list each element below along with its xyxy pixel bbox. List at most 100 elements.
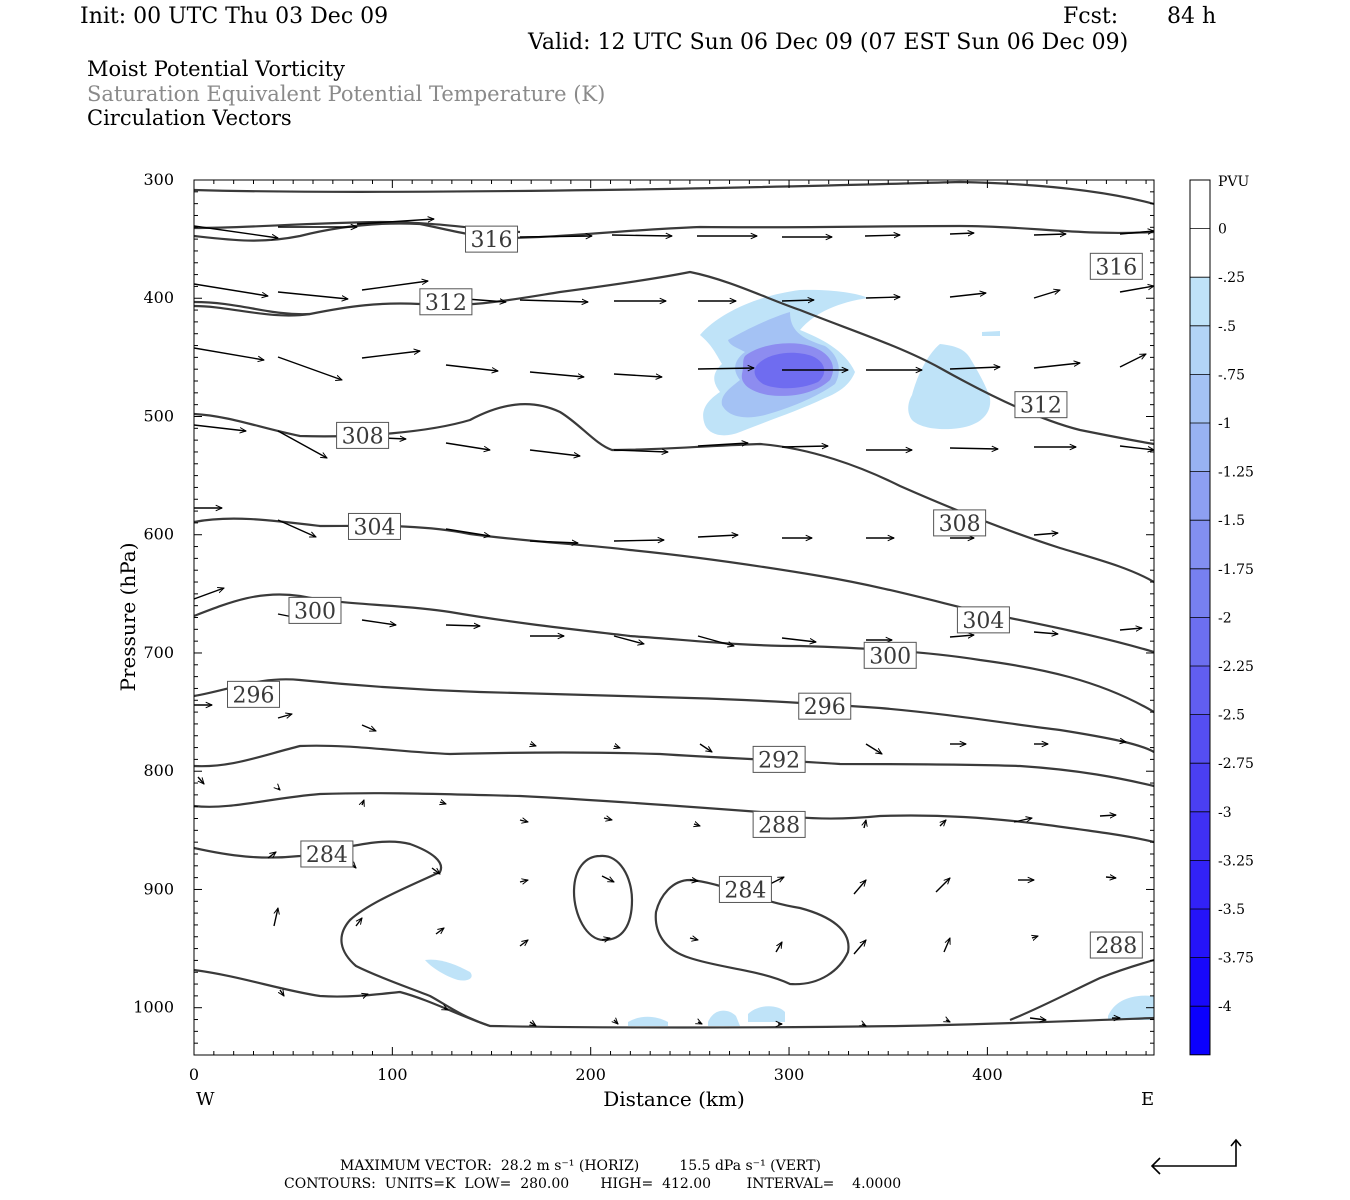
y-tick-label: 500	[143, 406, 174, 425]
colorbar-bin	[1190, 277, 1210, 326]
contour-line-bottom	[194, 968, 1154, 1029]
vector-arrow	[1033, 234, 1066, 235]
vector-arrow	[862, 1024, 866, 1027]
vector-arrow	[769, 876, 784, 885]
colorbar-tick-label: -.5	[1218, 319, 1236, 335]
vector-arrow	[865, 297, 900, 298]
colorbar-tick-label: -4	[1218, 999, 1232, 1015]
contour-label: 304	[353, 515, 395, 540]
vector-arrow	[940, 820, 946, 826]
vector-arrow	[435, 928, 444, 935]
vector-arrow	[362, 800, 364, 805]
vector-arrow	[697, 535, 738, 537]
vector-arrow	[864, 235, 900, 236]
contour-line-292	[194, 744, 1154, 788]
contour-label: 312	[1020, 394, 1062, 419]
vector-arrow	[1119, 628, 1142, 630]
colorbar-bin	[1190, 1006, 1210, 1055]
colorbar-bin	[1190, 763, 1210, 812]
contour-label: 312	[425, 291, 467, 316]
vector-arrow	[1032, 936, 1038, 938]
colorbar-bin	[1190, 325, 1210, 375]
y-axis-title: Pressure (hPa)	[116, 543, 140, 692]
y-tick-label: 700	[143, 643, 174, 662]
colorbar-bin	[1190, 617, 1210, 666]
colorbar-tick-label: 0	[1218, 222, 1227, 238]
axis-tick-labels: 0 100 200 300 400 300 400 500 600 700 800 900 1000	[133, 170, 1002, 1084]
vector-arrow	[949, 233, 974, 234]
init-time: Init: 00 UTC Thu 03 Dec 09	[80, 4, 389, 29]
contour-line-288	[194, 792, 1154, 844]
contour-line-288-east	[1009, 958, 1154, 1022]
contour-label-box	[1089, 931, 1143, 959]
contour-label: 300	[294, 599, 336, 624]
vector-arrow	[775, 942, 782, 953]
vector-arrow	[694, 824, 700, 826]
legend-line-theta-es: Saturation Equivalent Potential Temperat…	[87, 82, 606, 106]
contour-label-box	[347, 512, 401, 540]
colorbar-bin	[1190, 568, 1210, 618]
contour-label: 296	[233, 683, 275, 708]
vector-arrow	[865, 743, 882, 754]
vector-arrow	[689, 938, 698, 940]
pv-shading	[425, 289, 1154, 1026]
colorbar-tick-label: -1.75	[1218, 562, 1254, 578]
legend-line-mpv: Moist Potential Vorticity	[87, 57, 345, 81]
contour-label: 292	[758, 748, 800, 773]
contour-label-box	[863, 641, 917, 669]
contour-label: 308	[342, 424, 384, 449]
vector-arrow	[949, 635, 974, 637]
colorbar-bin	[1190, 520, 1210, 569]
vector-arrow	[444, 1008, 448, 1011]
reference-vector-icon	[1150, 1138, 1242, 1175]
vector-arrow	[277, 519, 316, 538]
vector-arrow	[1029, 1018, 1046, 1020]
colorbar-tick-label: -2.75	[1218, 756, 1254, 772]
x-tick-label: 200	[575, 1065, 606, 1084]
vector-arrow	[277, 291, 348, 299]
colorbar-tick-label: -2.5	[1218, 708, 1245, 724]
vector-arrow	[1120, 741, 1126, 742]
colorbar-tick-label: -.25	[1218, 270, 1245, 286]
vector-arrow	[361, 281, 428, 291]
pv-shade-region-east	[908, 344, 991, 430]
x-tick-label: 400	[972, 1065, 1003, 1084]
colorbar-tick-label: -3.75	[1218, 951, 1254, 967]
vector-arrow	[781, 446, 828, 447]
colorbar-bin	[1190, 471, 1210, 521]
contour-line-284	[194, 840, 491, 1028]
vector-arrow	[530, 744, 536, 746]
contour-label-box	[465, 225, 519, 253]
vector-arrow	[194, 347, 264, 360]
vector-arrow	[277, 356, 342, 380]
contour-line-316	[194, 222, 1154, 242]
vector-arrow	[613, 373, 662, 377]
vector-arrow	[935, 878, 950, 893]
y-tick-label: 300	[143, 170, 174, 189]
vector-arrow	[445, 364, 498, 371]
pv-shade-region-small5	[748, 1006, 785, 1022]
contour-label: 296	[804, 695, 846, 720]
pvu-colorbar: 0 -.25 -.5 -.75 -1 -1.25 -1.5 -1.75 -2 -2.25 -2.5 -…	[1189, 179, 1254, 1056]
x-tick-label: 0	[189, 1065, 199, 1084]
vector-arrow	[194, 225, 278, 238]
theta-es-contours	[194, 180, 1154, 1029]
contour-label-box	[933, 509, 987, 537]
vector-arrow	[519, 880, 528, 882]
forecast-hours: 84 h	[1167, 4, 1217, 29]
contour-label: 284	[724, 878, 766, 903]
vector-arrow	[519, 940, 528, 947]
colorbar-bin	[1190, 957, 1210, 1007]
colorbar-tick-label: -3	[1218, 805, 1232, 821]
vector-arrow	[614, 1020, 618, 1024]
vector-arrow	[197, 776, 204, 784]
colorbar-bin	[1190, 811, 1210, 861]
colorbar-bin	[1190, 860, 1210, 909]
vector-arrow	[1033, 533, 1058, 535]
vector-arrow	[864, 820, 866, 829]
vector-arrow	[361, 724, 376, 732]
vector-arrow	[613, 540, 664, 541]
pv-shade-region-small1	[982, 331, 1000, 336]
vector-arrow	[362, 994, 368, 996]
